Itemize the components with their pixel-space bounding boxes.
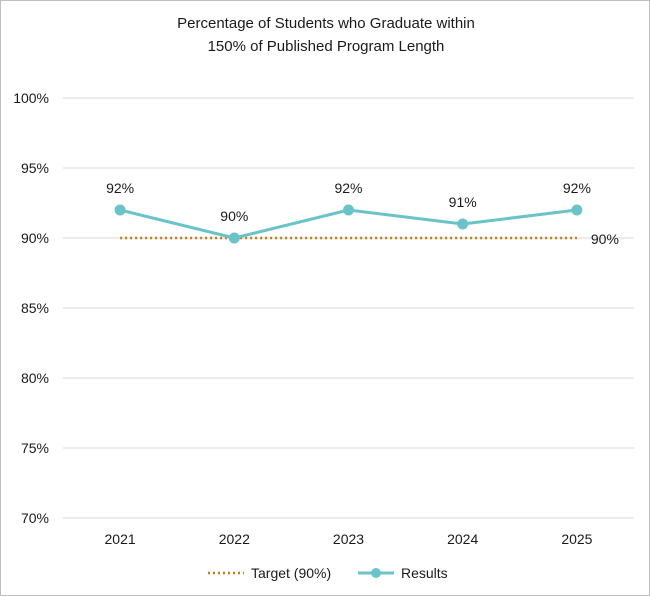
results-data-label-2024: 91%	[449, 194, 477, 210]
results-series: 92% 90% 92% 91% 92%	[106, 180, 591, 244]
gridlines	[63, 97, 634, 519]
y-tick-label-75: 75%	[21, 440, 49, 456]
legend-results-label: Results	[401, 565, 448, 581]
x-tick-label-2023: 2023	[333, 531, 364, 547]
target-end-label: 90%	[591, 231, 619, 247]
x-tick-label-2024: 2024	[447, 531, 478, 547]
x-tick-label-2022: 2022	[219, 531, 250, 547]
legend-target-label: Target (90%)	[251, 565, 331, 581]
results-data-label-2025: 92%	[563, 180, 591, 196]
y-tick-label-85: 85%	[21, 300, 49, 316]
chart-title-line-1: Percentage of Students who Graduate with…	[177, 15, 475, 32]
x-tick-label-2025: 2025	[561, 531, 592, 547]
target-series: 90%	[120, 231, 619, 247]
y-tick-label-90: 90%	[21, 230, 49, 246]
results-point-2023	[343, 204, 354, 216]
results-data-label-2022: 90%	[220, 208, 248, 224]
y-tick-label-80: 80%	[21, 370, 49, 386]
y-axis-ticks: 70% 75% 80% 85% 90% 95% 100%	[13, 90, 49, 526]
results-point-2022	[228, 232, 240, 244]
results-point-2021	[114, 204, 126, 216]
results-point-2025	[571, 204, 583, 216]
x-axis-ticks: 2021 2022 2023 2024 2025	[105, 531, 593, 547]
y-tick-label-70: 70%	[21, 510, 49, 526]
legend: Target (90%) Results	[208, 565, 448, 581]
y-tick-label-100: 100%	[13, 90, 49, 106]
y-tick-label-95: 95%	[21, 160, 49, 176]
results-data-label-2021: 92%	[106, 180, 134, 196]
results-data-label-2023: 92%	[334, 180, 362, 196]
chart-title: Percentage of Students who Graduate with…	[177, 15, 475, 55]
legend-results-marker	[371, 568, 381, 578]
x-tick-label-2021: 2021	[105, 531, 136, 547]
chart-title-line-2: 150% of Published Program Length	[208, 38, 445, 55]
results-point-2024	[457, 218, 469, 230]
